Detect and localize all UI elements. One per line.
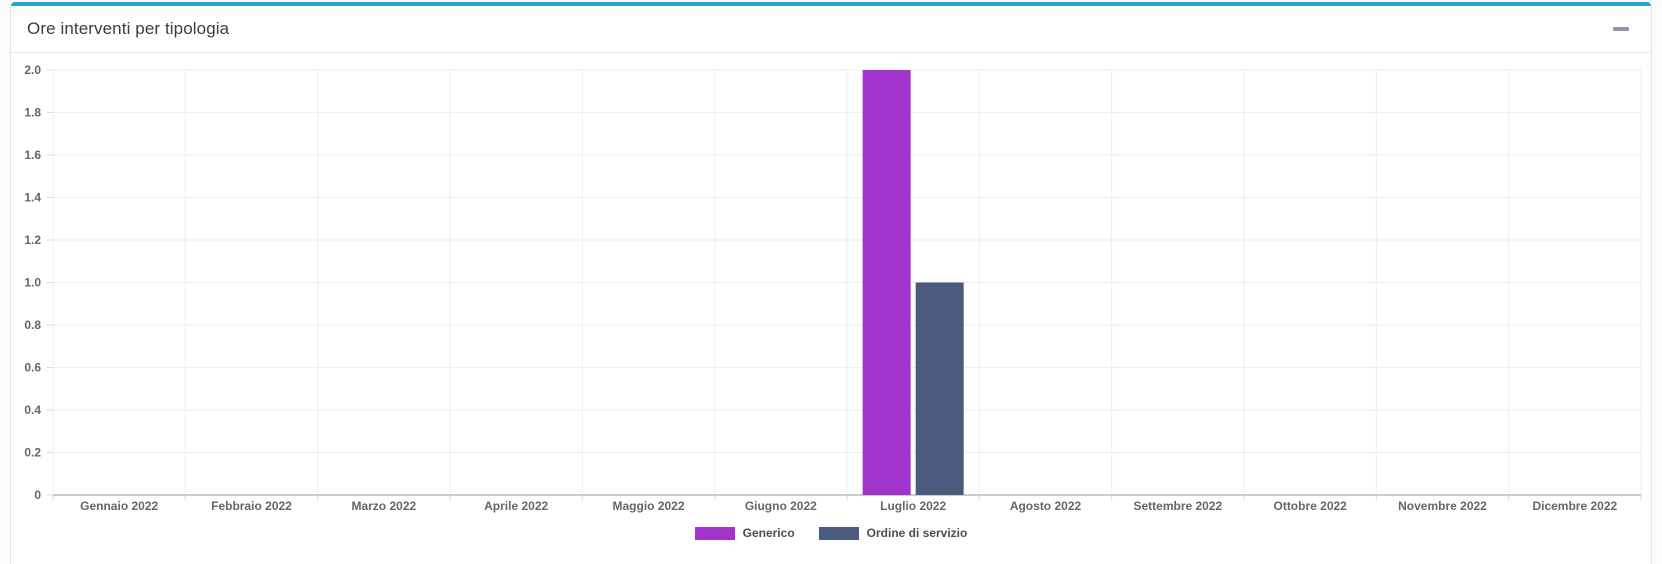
y-tick-label: 1.2 [24,233,41,247]
x-tick-label: Luglio 2022 [880,499,946,513]
x-tick-label: Maggio 2022 [612,499,684,513]
bar-ordine-di-servizio-luglio-2022[interactable] [915,282,964,496]
bar-chart: 0 0.2 0.4 0.6 0.8 1.0 1.2 1.4 1.6 1.8 2.0 Gennaio 2… [11,53,1651,521]
y-tick-label: 1.4 [24,191,41,205]
x-tick-label: Aprile 2022 [484,499,548,513]
y-tick-label: 1.0 [24,276,41,290]
minimize-button[interactable] [1611,21,1631,37]
x-tick-label: Settembre 2022 [1133,499,1222,513]
panel-header: Ore interventi per tipologia [11,6,1651,53]
legend-item-generico[interactable]: Generico [694,526,795,540]
bar-generico-luglio-2022[interactable] [862,70,911,495]
legend-swatch-ordine-di-servizio [818,526,859,540]
x-tick-label: Gennaio 2022 [80,499,158,513]
legend-swatch-generico [694,526,735,540]
y-tick-label: 0 [34,488,41,502]
legend-label: Generico [742,526,795,540]
x-tick-label: Giugno 2022 [745,499,817,513]
x-tick-label: Ottobre 2022 [1273,499,1347,513]
legend-item-ordine-di-servizio[interactable]: Ordine di servizio [818,526,968,540]
x-tick-label: Dicembre 2022 [1532,499,1617,513]
chart-panel: Ore interventi per tipologia 0 0.2 0.4 0.6 0… [10,2,1652,564]
x-tick-label: Marzo 2022 [351,499,416,513]
y-tick-label: 0.4 [24,403,41,417]
panel-title: Ore interventi per tipologia [27,19,230,38]
x-tick-label: Agosto 2022 [1010,499,1082,513]
legend-label: Ordine di servizio [866,526,968,540]
y-tick-label: 0.6 [24,361,41,375]
x-tick-label: Febbraio 2022 [211,499,292,513]
panel-accent-bar [11,2,1651,6]
x-tick-label: Novembre 2022 [1398,499,1487,513]
chart-legend: Generico Ordine di servizio [11,526,1651,540]
panel-body: 0 0.2 0.4 0.6 0.8 1.0 1.2 1.4 1.6 1.8 2.0 Gennaio 2… [11,53,1651,540]
y-tick-label: 0.8 [24,318,41,332]
y-tick-label: 0.2 [24,446,41,460]
y-tick-label: 1.8 [24,106,41,120]
y-tick-label: 2.0 [24,63,41,77]
y-tick-label: 1.6 [24,148,41,162]
bar-chart-canvas: 0 0.2 0.4 0.6 0.8 1.0 1.2 1.4 1.6 1.8 2.0 Gennaio 2… [24,63,1642,513]
minimize-icon [1613,27,1629,31]
